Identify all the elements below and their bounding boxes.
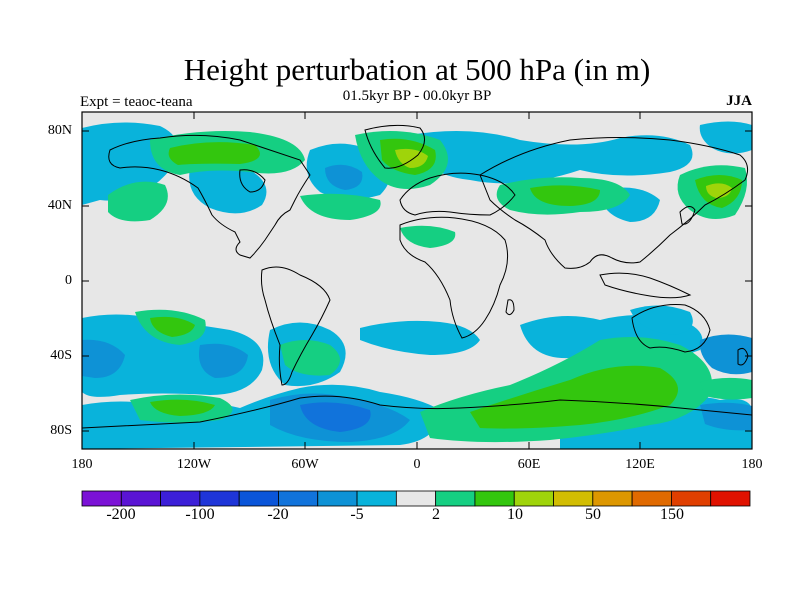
pos-region	[706, 183, 732, 198]
neg-region	[360, 320, 480, 355]
season-label: JJA	[726, 93, 752, 109]
coast-africa	[399, 216, 509, 339]
colorbar-swatch	[238, 490, 279, 507]
pos-region	[400, 225, 456, 248]
coast-madagascar	[505, 299, 515, 316]
colorbar-swatch	[513, 490, 554, 507]
neg-region	[325, 164, 363, 190]
coast-greenland	[364, 124, 425, 169]
colorbar-swatch	[199, 490, 240, 507]
colorbar-swatch	[81, 490, 122, 507]
colorbar-label: -20	[267, 506, 289, 523]
colorbar-swatch	[435, 490, 476, 507]
coast-hudson	[239, 169, 266, 193]
lat-label-40n: 40N	[47, 198, 72, 213]
colorbar-label: 10	[507, 506, 523, 523]
colorbar-label: -200	[106, 506, 136, 523]
colorbar-swatch	[671, 490, 712, 507]
colorbar-swatch	[474, 490, 515, 507]
neg-region	[410, 131, 693, 184]
lon-label-180e: 180	[741, 457, 763, 472]
pos-region	[300, 193, 381, 220]
positive-anomaly-regions	[108, 131, 752, 443]
neg-region	[700, 402, 752, 431]
lat-label-40s: 40S	[50, 348, 72, 363]
neg-region	[699, 121, 752, 154]
experiment-label: Expt = teaoc-teana	[80, 94, 193, 110]
coast-australia	[631, 304, 711, 353]
colorbar-label: 2	[432, 506, 440, 523]
colorbar-swatch	[120, 490, 161, 507]
lon-label-60w: 60W	[291, 457, 319, 472]
neg-region	[630, 305, 693, 335]
colorbar-label: 150	[660, 506, 684, 523]
map-panel	[82, 112, 752, 449]
colorbar-swatch	[395, 490, 437, 507]
pos-region	[108, 181, 168, 222]
colorbar-label: 50	[585, 506, 601, 523]
coast-indonesia	[599, 272, 692, 299]
colorbar	[81, 490, 751, 507]
colorbar-swatch	[631, 490, 672, 507]
pos-region	[150, 316, 195, 337]
lat-label-80s: 80S	[50, 423, 72, 438]
map-title: Height perturbation at 500 hPa (in m)	[183, 52, 651, 87]
colorbar-swatch	[160, 490, 201, 507]
lon-label-0: 0	[413, 457, 421, 472]
lon-label-180w: 180	[71, 457, 93, 472]
neg-region	[199, 343, 248, 378]
map-subtitle: 01.5kyr BP - 00.0kyr BP	[342, 88, 492, 104]
lon-label-120e: 120E	[625, 457, 655, 472]
pos-region	[395, 148, 428, 168]
coast-japan	[679, 206, 696, 225]
colorbar-swatch	[710, 490, 751, 507]
neg-region	[189, 164, 267, 214]
colorbar-swatch	[553, 490, 594, 507]
coast-asia	[479, 137, 749, 269]
colorbar-swatch	[317, 490, 358, 507]
neg-region	[82, 339, 125, 378]
colorbar-swatch	[278, 490, 319, 507]
pos-region	[150, 399, 215, 416]
coast-antarctica	[82, 395, 752, 429]
colorbar-label: -100	[185, 506, 215, 523]
pos-region	[470, 365, 678, 429]
axis-ticks	[81, 112, 753, 449]
pos-region	[168, 142, 260, 165]
lon-label-60e: 60E	[517, 457, 541, 472]
colorbar-swatch	[592, 490, 633, 507]
pos-region	[700, 377, 752, 400]
colorbar-label: -5	[350, 506, 364, 523]
lat-label-0: 0	[65, 273, 72, 288]
pos-region	[530, 185, 600, 206]
lon-label-120w: 120W	[176, 457, 212, 472]
coastlines	[82, 124, 752, 429]
coast-north-america	[108, 134, 311, 259]
coast-south-america	[260, 266, 331, 386]
lat-label-80n: 80N	[47, 123, 72, 138]
colorbar-swatch	[356, 490, 397, 507]
coast-europe	[399, 172, 516, 216]
neg-region	[300, 402, 371, 432]
